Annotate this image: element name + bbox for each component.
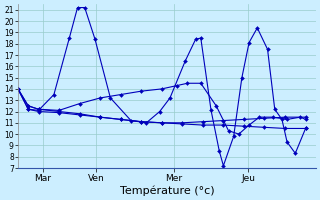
X-axis label: Température (°c): Température (°c) — [120, 185, 214, 196]
